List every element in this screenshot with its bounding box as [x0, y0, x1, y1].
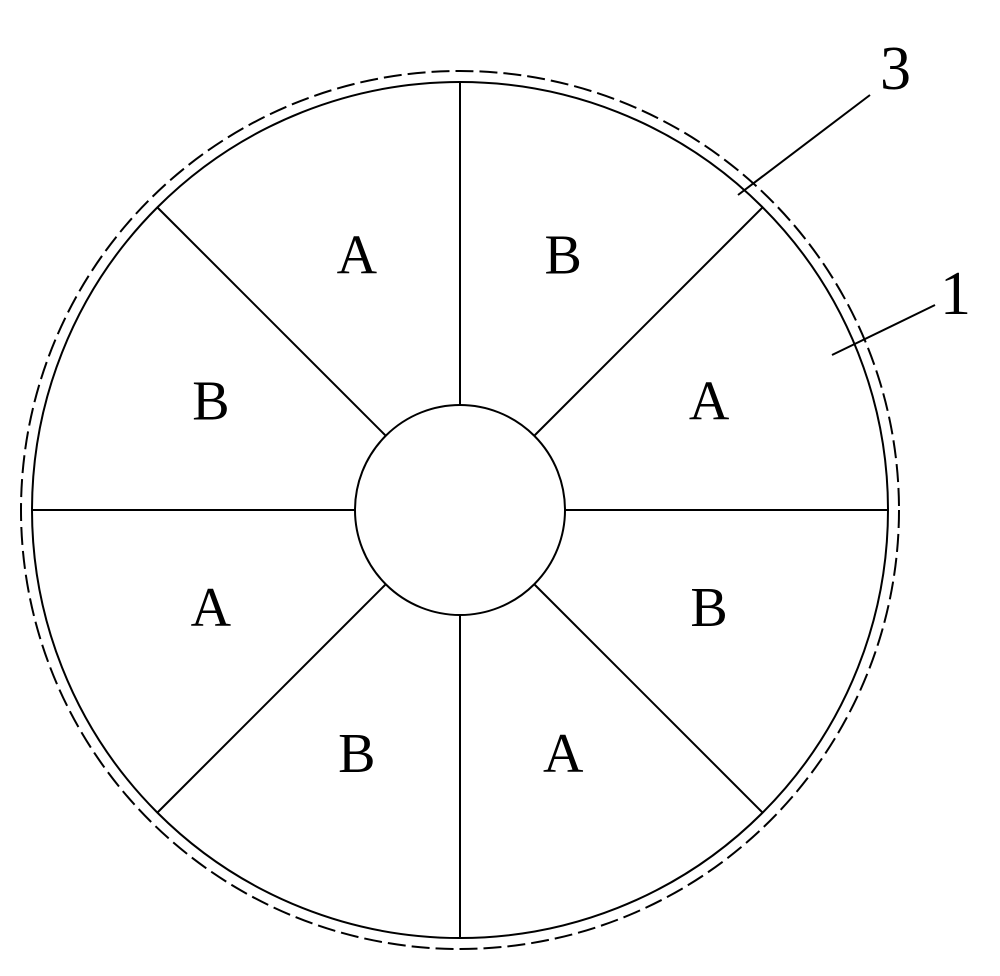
inner-circle: [355, 405, 565, 615]
sector-label: B: [338, 723, 375, 785]
sector-label: A: [689, 371, 730, 433]
diagram-svg: B A B A B A B A 3 1: [0, 0, 1000, 971]
sector-label: B: [192, 371, 229, 433]
sector-label: B: [545, 225, 582, 287]
sector-label: A: [337, 225, 378, 287]
sector-label: A: [191, 577, 232, 639]
callout-leader: [738, 95, 870, 195]
callout-label: 3: [880, 35, 911, 103]
sector-label: B: [690, 577, 727, 639]
callout-label: 1: [940, 260, 971, 328]
sector-label: A: [543, 723, 584, 785]
